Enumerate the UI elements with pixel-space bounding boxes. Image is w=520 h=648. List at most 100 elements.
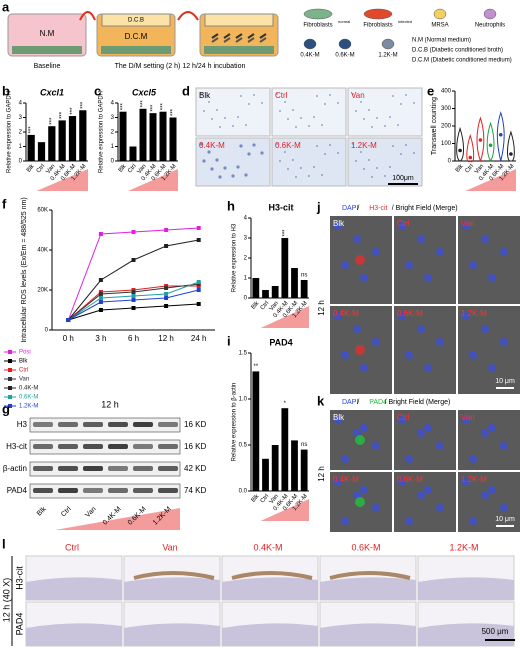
- insert: [204, 13, 274, 27]
- cell-dot: [210, 167, 214, 171]
- label: 10 μm: [495, 516, 515, 523]
- label: 1.2K-M: [378, 53, 397, 59]
- bar: [300, 280, 308, 298]
- tissue: [26, 577, 122, 600]
- nucleus: [372, 248, 380, 256]
- label: The D/M setting (2 h) 12 h/24 h incubati…: [115, 63, 246, 70]
- violin: [486, 121, 495, 162]
- cell-dot: [207, 150, 211, 154]
- legend-icon: [338, 38, 352, 50]
- cell-dot: [223, 166, 227, 170]
- well: [7, 13, 87, 57]
- marker: [66, 318, 71, 322]
- bar: [159, 111, 167, 161]
- label: 12 h (40 X): [1, 578, 11, 623]
- label: 12 h: [317, 466, 326, 482]
- cell-dot: [329, 144, 331, 146]
- label: 12 h: [317, 300, 326, 316]
- cell-dot: [295, 126, 297, 128]
- nucleus: [417, 491, 425, 499]
- cell-dot: [352, 93, 354, 95]
- cell-dot: [200, 93, 202, 95]
- blot-band: [33, 444, 53, 449]
- bar: [79, 110, 87, 161]
- nucleus: [372, 504, 380, 512]
- blot-strip: [29, 461, 181, 477]
- cell-dot: [392, 145, 394, 147]
- micrograph: [394, 306, 456, 394]
- cell-dot: [405, 144, 407, 146]
- cell-dot: [211, 118, 213, 120]
- blot-band: [33, 488, 53, 493]
- cell-dot: [389, 166, 391, 168]
- y-tick-label: 300: [441, 106, 452, 112]
- x-tick-label: 0 h: [63, 334, 74, 343]
- nucleus: [424, 274, 432, 282]
- well-base: [12, 46, 82, 54]
- cell-dot: [308, 125, 310, 127]
- nucleus: [424, 364, 432, 372]
- nucleus: [488, 364, 496, 372]
- median: [458, 148, 462, 153]
- bar: [48, 126, 56, 161]
- blot-band: [58, 466, 78, 471]
- stain-band: [231, 571, 313, 580]
- x-tick-label: Blk: [455, 163, 466, 174]
- label: PAD4: [369, 399, 387, 406]
- nucleus: [398, 478, 406, 486]
- cell-dot: [287, 168, 289, 170]
- nucleus: [341, 517, 349, 525]
- blot-band: [83, 488, 103, 493]
- bacteria-rod: [235, 33, 243, 39]
- group-wedge: [260, 499, 309, 521]
- significance: ***: [141, 100, 147, 108]
- label: H3: [17, 420, 28, 429]
- nucleus: [462, 222, 470, 230]
- y-tick-label: 1: [19, 144, 23, 150]
- bar: [149, 113, 157, 161]
- panel-label: b: [2, 83, 10, 98]
- blot-band: [33, 466, 53, 471]
- label: Neutrophils: [475, 23, 505, 29]
- bacteria-rod: [223, 37, 231, 43]
- significance: ***: [171, 108, 177, 116]
- cell-dot: [216, 109, 218, 111]
- tissue: [26, 623, 122, 646]
- cell-dot: [208, 101, 210, 103]
- label: Van: [351, 91, 365, 100]
- nucleus: [334, 312, 342, 320]
- label: 500 μm: [482, 627, 509, 636]
- y-tick-label: 200: [441, 124, 452, 130]
- chart-title: Cxcl1: [40, 87, 64, 97]
- label: N.M (Normal medium): [412, 38, 471, 44]
- legend-label: 0.6K-M: [19, 395, 38, 401]
- y-tick-label: 1.5: [239, 351, 248, 357]
- label: Baseline: [34, 63, 61, 70]
- label: D.C.M: [125, 32, 148, 41]
- cell-dot: [313, 116, 315, 118]
- nucleus: [488, 424, 496, 432]
- bacteria-rod: [259, 33, 267, 39]
- panel-label: e: [427, 83, 434, 98]
- label: MRSA: [431, 23, 448, 29]
- panel-label: g: [2, 401, 10, 416]
- nucleus: [405, 351, 413, 359]
- cell-dot: [413, 102, 415, 104]
- nucleus: [462, 478, 470, 486]
- median: [498, 132, 503, 137]
- y-tick-label: 400: [441, 89, 452, 95]
- median: [509, 152, 513, 156]
- well-base: [101, 46, 171, 54]
- cell-dot: [224, 117, 226, 119]
- nucleus: [360, 486, 368, 494]
- marker: [164, 296, 169, 300]
- nucleus: [500, 504, 508, 512]
- bar: [262, 458, 269, 491]
- cell-dot: [247, 152, 251, 156]
- blot-band: [58, 488, 78, 493]
- cell-dot: [248, 103, 250, 105]
- significance: ***: [29, 126, 35, 134]
- blot-band: [133, 488, 153, 493]
- label: 1.2K-M: [461, 309, 487, 318]
- violin: [506, 130, 515, 162]
